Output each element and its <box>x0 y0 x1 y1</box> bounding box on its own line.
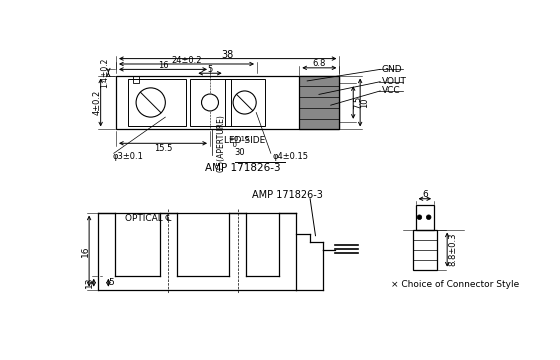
Circle shape <box>233 91 256 114</box>
Text: × Choice of Connector Style: × Choice of Connector Style <box>391 280 519 289</box>
Text: GND: GND <box>382 65 402 74</box>
Bar <box>128 80 186 126</box>
Bar <box>413 230 437 270</box>
Text: VOUT: VOUT <box>382 77 407 86</box>
Text: +0.15: +0.15 <box>228 136 250 142</box>
Bar <box>116 76 339 130</box>
Bar <box>190 80 231 126</box>
Text: 13: 13 <box>85 277 95 288</box>
Text: 24±0.2: 24±0.2 <box>171 56 202 65</box>
Text: 16: 16 <box>158 61 169 70</box>
Text: AMP 171826-3: AMP 171826-3 <box>251 190 323 200</box>
Text: 10: 10 <box>360 97 369 108</box>
Text: 1.4±0.2: 1.4±0.2 <box>100 57 109 87</box>
Text: 5: 5 <box>207 65 213 74</box>
Text: 6: 6 <box>422 190 428 199</box>
Bar <box>133 76 139 83</box>
Text: OPTICAL ℄: OPTICAL ℄ <box>125 214 172 223</box>
Text: 8.8±0.3: 8.8±0.3 <box>448 233 457 266</box>
Text: 38: 38 <box>222 50 234 60</box>
Circle shape <box>136 88 165 117</box>
Text: 0.5(APERTURE): 0.5(APERTURE) <box>216 114 225 172</box>
Circle shape <box>426 215 431 220</box>
Bar <box>225 80 265 126</box>
Circle shape <box>417 215 422 220</box>
Text: 5: 5 <box>109 278 114 287</box>
Text: LED SIDE: LED SIDE <box>224 136 265 145</box>
Text: 16: 16 <box>81 246 90 257</box>
Text: 15.5: 15.5 <box>154 144 172 153</box>
Text: 7.5: 7.5 <box>353 96 362 109</box>
Text: φ3±0.1: φ3±0.1 <box>112 152 143 161</box>
Circle shape <box>202 94 218 111</box>
Text: 0: 0 <box>228 142 237 148</box>
Text: 30: 30 <box>235 148 245 157</box>
Text: 4±0.2: 4±0.2 <box>92 90 101 115</box>
Text: AMP 171826-3: AMP 171826-3 <box>206 163 281 173</box>
Bar <box>416 205 434 230</box>
Text: φ4±0.15: φ4±0.15 <box>272 152 309 161</box>
Bar <box>299 76 339 130</box>
Text: 6.8: 6.8 <box>312 59 326 68</box>
Text: VCC: VCC <box>382 86 400 95</box>
